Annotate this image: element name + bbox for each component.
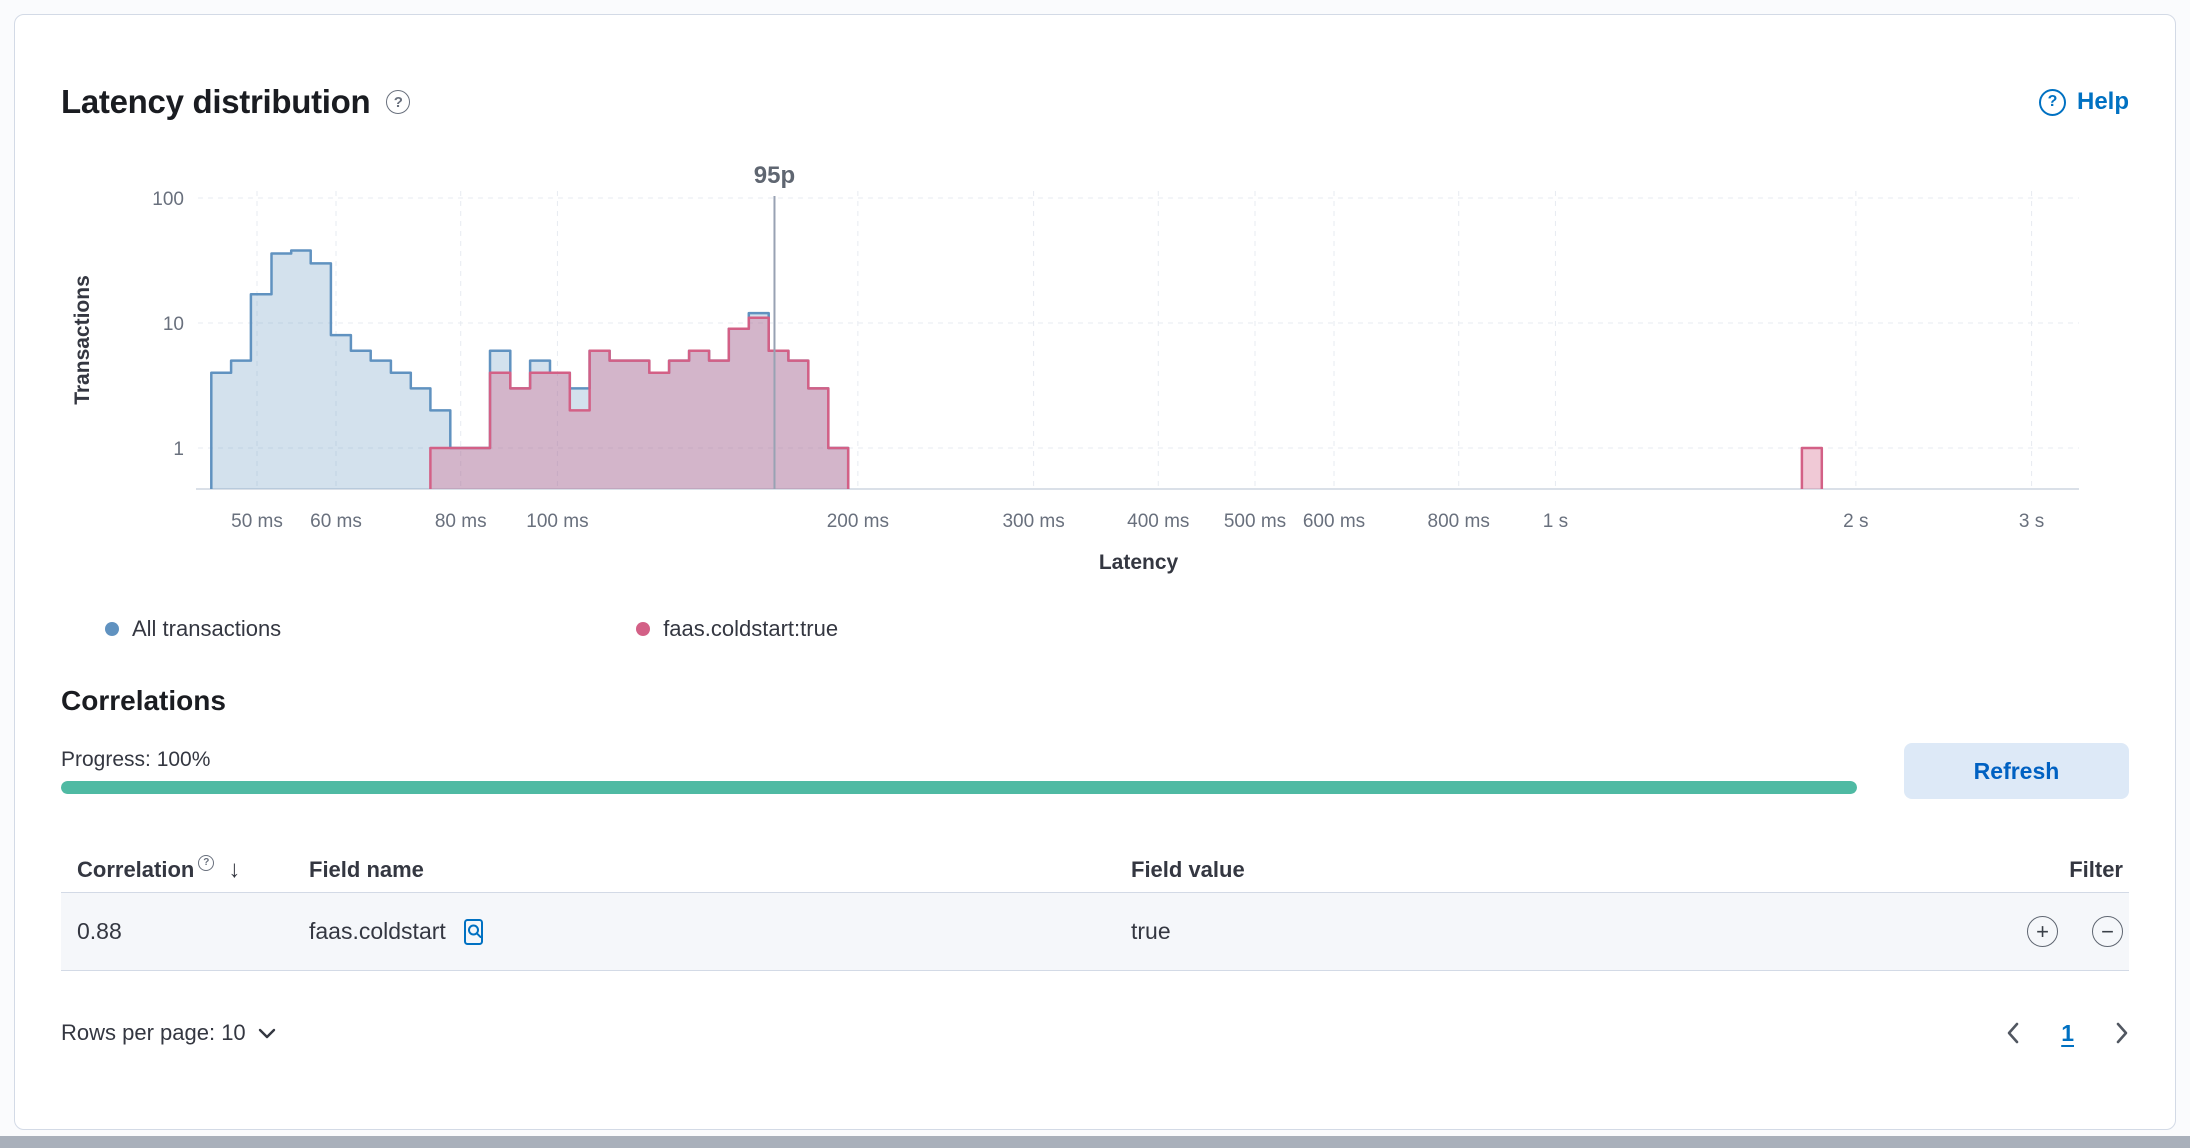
progress-row: Progress: 100% Refresh [61,743,2129,799]
correlations-heading: Correlations [61,685,226,716]
svg-text:80 ms: 80 ms [435,511,487,532]
svg-text:60 ms: 60 ms [310,511,362,532]
column-header-filter: Filter [2069,856,2123,882]
pagination: 1 [2006,1020,2129,1047]
panel-header: Latency distribution ? ? Help [61,79,2129,125]
svg-text:300 ms: 300 ms [1002,511,1064,532]
svg-text:3 s: 3 s [2019,511,2044,532]
svg-text:2 s: 2 s [1843,511,1868,532]
column-header-correlation[interactable]: Correlation ? ↓ [77,854,309,884]
correlation-help-icon[interactable]: ? [198,854,215,871]
table-header-row: Correlation ? ↓ Field name Field value F… [61,847,2129,893]
correlation-header-label: Correlation [77,856,195,882]
latency-distribution-panel: Latency distribution ? ? Help 1 10 100 50 m… [14,14,2176,1130]
legend-item-all-transactions[interactable]: All transactions [105,616,281,642]
table-footer: Rows per page: 10 1 [61,1005,2129,1061]
svg-text:95p: 95p [754,162,795,189]
legend-item-faas-coldstart[interactable]: faas.coldstart:true [636,616,838,642]
rows-per-page-label: Rows per page: 10 [61,1020,246,1045]
svg-text:600 ms: 600 ms [1303,511,1365,532]
chart-legend: All transactions faas.coldstart:true [61,615,2129,643]
svg-text:400 ms: 400 ms [1127,511,1189,532]
svg-text:800 ms: 800 ms [1428,511,1490,532]
table-row: 0.88 faas.coldstart true + − [61,893,2129,971]
chevron-down-icon [258,1028,276,1039]
correlations-table: Correlation ? ↓ Field name Field value F… [61,847,2129,971]
svg-text:Transactions: Transactions [71,275,94,405]
page-title: Latency distribution [61,83,371,120]
page-number[interactable]: 1 [2061,1019,2074,1046]
svg-text:Latency: Latency [1099,551,1179,574]
field-name-value: faas.coldstart [309,918,446,944]
svg-text:100: 100 [152,189,184,210]
filter-exclude-icon[interactable]: − [2092,916,2123,947]
help-link-label: Help [2076,88,2129,115]
progress-bar [61,781,1857,794]
filter-include-icon[interactable]: + [2027,916,2058,947]
latency-histogram-chart[interactable]: 1 10 100 50 ms 60 ms 80 ms 100 ms 200 ms 300 ms 4… [61,151,2131,591]
column-header-field-value: Field value [1131,856,1245,882]
window-edge [0,1136,2190,1148]
svg-text:100 ms: 100 ms [526,511,588,532]
progress-block: Progress: 100% [61,748,1857,794]
svg-text:1: 1 [173,439,184,460]
svg-text:10: 10 [163,314,184,335]
faas-coldstart-dot-icon [636,622,651,636]
all-transactions-dot-icon [105,622,119,636]
correlation-value: 0.88 [77,918,122,944]
column-header-field-name: Field name [309,856,424,882]
chevron-right-icon[interactable] [2116,1022,2129,1044]
filter-cell: + − [1973,916,2123,947]
chevron-left-icon[interactable] [2006,1022,2019,1044]
svg-text:500 ms: 500 ms [1224,511,1286,532]
sort-desc-icon: ↓ [228,855,241,883]
progress-fill [61,781,1857,794]
progress-label: Progress: 100% [61,748,211,771]
title-help-icon[interactable]: ? [386,90,411,114]
legend-label: All transactions [132,616,282,641]
svg-text:1 s: 1 s [1543,511,1568,532]
svg-text:200 ms: 200 ms [827,511,889,532]
inspect-icon[interactable] [460,917,490,947]
field-name-cell: faas.coldstart [309,917,1131,947]
field-value-cell: true [1131,918,1171,944]
svg-text:50 ms: 50 ms [231,511,283,532]
legend-label: faas.coldstart:true [663,616,839,641]
help-icon: ? [2038,88,2066,116]
rows-per-page-button[interactable]: Rows per page: 10 [61,1020,276,1046]
help-link[interactable]: ? Help [2038,88,2129,116]
refresh-button[interactable]: Refresh [1904,743,2129,799]
